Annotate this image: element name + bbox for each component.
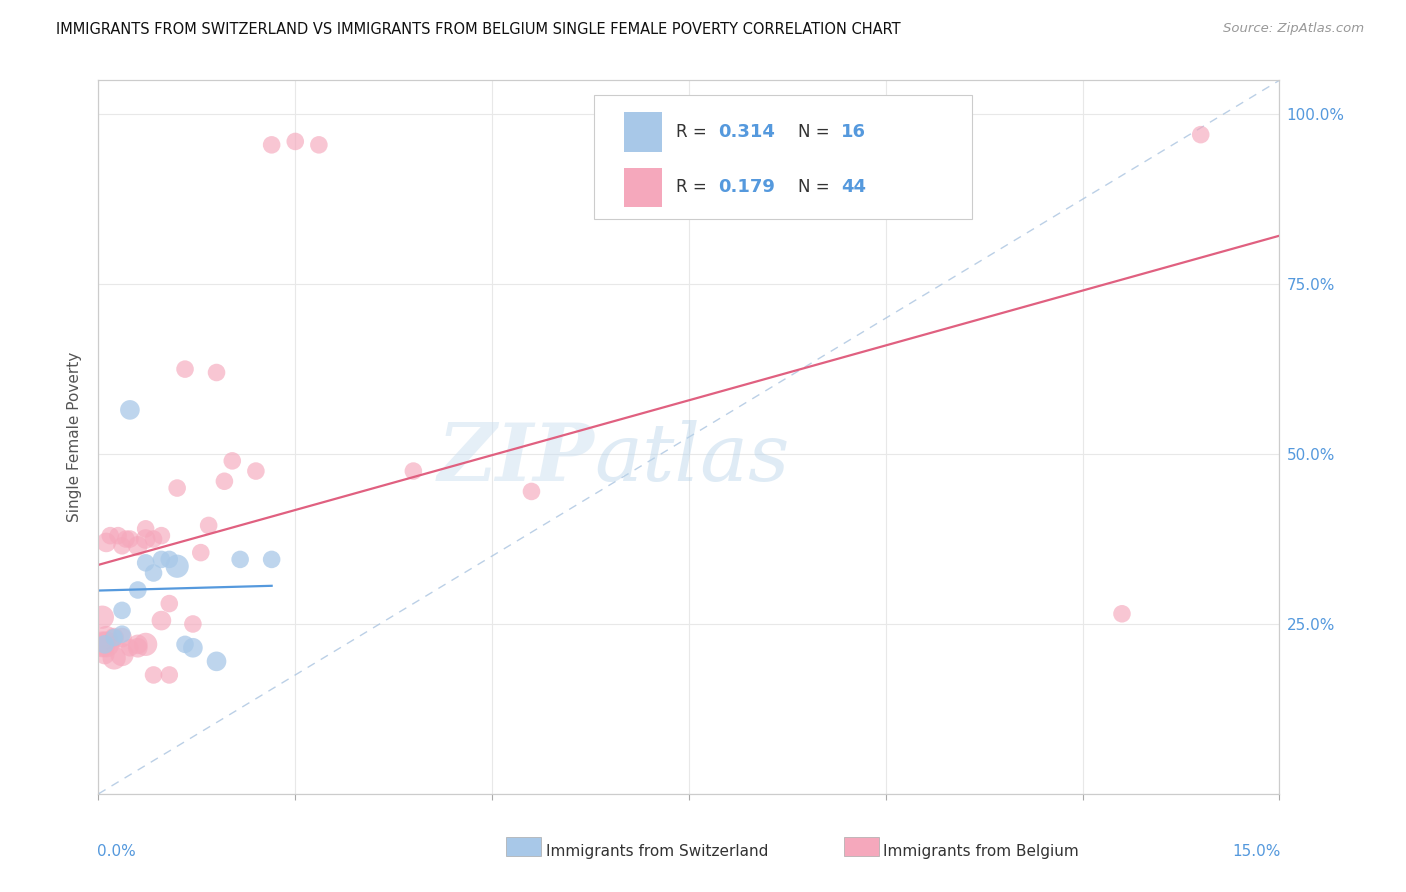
Point (308, 137, 330, 152)
Point (91, 610, 114, 624)
Point (127, 640, 149, 655)
Point (118, 640, 141, 655)
Point (115, 532, 138, 546)
Point (118, 532, 141, 546)
Text: ZIP: ZIP (437, 420, 595, 497)
Text: 0.179: 0.179 (718, 178, 775, 196)
Text: 0.0%: 0.0% (97, 844, 136, 859)
Point (111, 603, 134, 617)
Point (96, 637, 118, 651)
Text: 0.314: 0.314 (718, 123, 775, 141)
Point (157, 597, 180, 611)
Point (166, 559, 188, 574)
Point (150, 552, 173, 566)
Text: 44: 44 (841, 178, 866, 196)
Point (150, 614, 173, 628)
Bar (624, 112, 662, 152)
Text: IMMIGRANTS FROM SWITZERLAND VS IMMIGRANTS FROM BELGIUM SINGLE FEMALE POVERTY COR: IMMIGRANTS FROM SWITZERLAND VS IMMIGRANT… (56, 22, 901, 37)
Point (103, 651, 125, 665)
Point (520, 484, 543, 499)
Point (174, 362, 197, 376)
Point (260, 137, 283, 152)
Point (135, 556, 157, 570)
Point (91, 637, 114, 651)
Text: N =: N = (797, 178, 835, 196)
Point (93, 648, 115, 662)
Point (111, 627, 134, 641)
Point (107, 528, 129, 542)
Text: Source: ZipAtlas.com: Source: ZipAtlas.com (1223, 22, 1364, 36)
Point (260, 552, 283, 566)
Point (402, 464, 425, 478)
Point (111, 631, 134, 645)
Point (96, 631, 118, 645)
Point (127, 582, 149, 597)
Point (103, 631, 125, 645)
Point (1111, 607, 1133, 621)
Text: N =: N = (797, 123, 835, 141)
Point (96, 535, 118, 549)
Text: atlas: atlas (595, 420, 790, 497)
Point (135, 522, 157, 536)
Point (284, 135, 307, 149)
Point (142, 532, 165, 546)
Point (221, 454, 243, 468)
Point (157, 552, 180, 566)
Point (98, 528, 121, 542)
Point (190, 546, 212, 560)
Point (166, 481, 188, 495)
Point (1189, 128, 1212, 142)
Point (245, 464, 267, 478)
Point (118, 403, 141, 417)
Point (157, 668, 180, 682)
Point (181, 640, 204, 655)
Point (127, 637, 149, 651)
Point (127, 539, 149, 553)
Point (111, 539, 134, 553)
Text: 16: 16 (841, 123, 866, 141)
Point (142, 566, 165, 580)
Point (150, 528, 173, 542)
Y-axis label: Single Female Poverty: Single Female Poverty (67, 352, 83, 522)
Point (111, 648, 134, 662)
Point (135, 532, 157, 546)
Point (135, 637, 157, 651)
Point (214, 475, 236, 489)
Point (142, 668, 165, 682)
Text: R =: R = (676, 178, 711, 196)
Point (103, 631, 125, 645)
Bar (624, 168, 662, 207)
Point (181, 617, 204, 632)
Text: Immigrants from Switzerland: Immigrants from Switzerland (546, 845, 768, 859)
Point (197, 518, 219, 533)
Point (229, 552, 252, 566)
Point (93, 637, 115, 651)
Point (174, 637, 197, 651)
Point (205, 654, 228, 668)
Text: 15.0%: 15.0% (1232, 844, 1281, 859)
FancyBboxPatch shape (595, 95, 973, 219)
Text: R =: R = (676, 123, 711, 141)
Point (205, 366, 228, 380)
Text: Immigrants from Belgium: Immigrants from Belgium (883, 845, 1078, 859)
